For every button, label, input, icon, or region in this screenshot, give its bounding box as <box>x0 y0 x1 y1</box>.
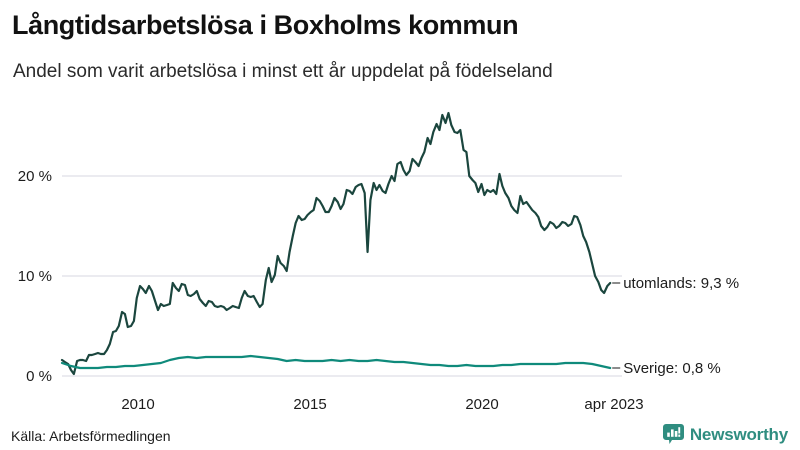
bar-chart-bubble-icon <box>662 424 684 444</box>
y-axis-tick-0: 0 % <box>26 368 52 385</box>
x-axis-tick-2010: 2010 <box>121 396 155 413</box>
page-title: Långtidsarbetslösa i Boxholms kommun <box>12 10 519 40</box>
chart-subtitle: Andel som varit arbetslösa i minst ett å… <box>13 61 553 82</box>
newsworthy-logo-text: Newsworthy <box>689 425 788 444</box>
series-line-utomlands <box>60 111 612 376</box>
x-axis-tick-apr-2023: apr 2023 <box>584 396 644 413</box>
x-axis-tick-2015: 2015 <box>293 396 327 413</box>
series-label-utomlands: utomlands: 9,3 % <box>623 275 740 292</box>
y-axis-tick-20: 20 % <box>17 168 52 185</box>
series-line-Sverige <box>60 354 612 370</box>
series-label-sverige: Sverige: 0,8 % <box>623 360 721 377</box>
newsworthy-logo: Newsworthy <box>662 424 788 445</box>
source-note: Källa: Arbetsförmedlingen <box>11 428 171 444</box>
x-axis-tick-2020: 2020 <box>465 396 499 413</box>
y-axis-tick-10: 10 % <box>17 268 52 285</box>
